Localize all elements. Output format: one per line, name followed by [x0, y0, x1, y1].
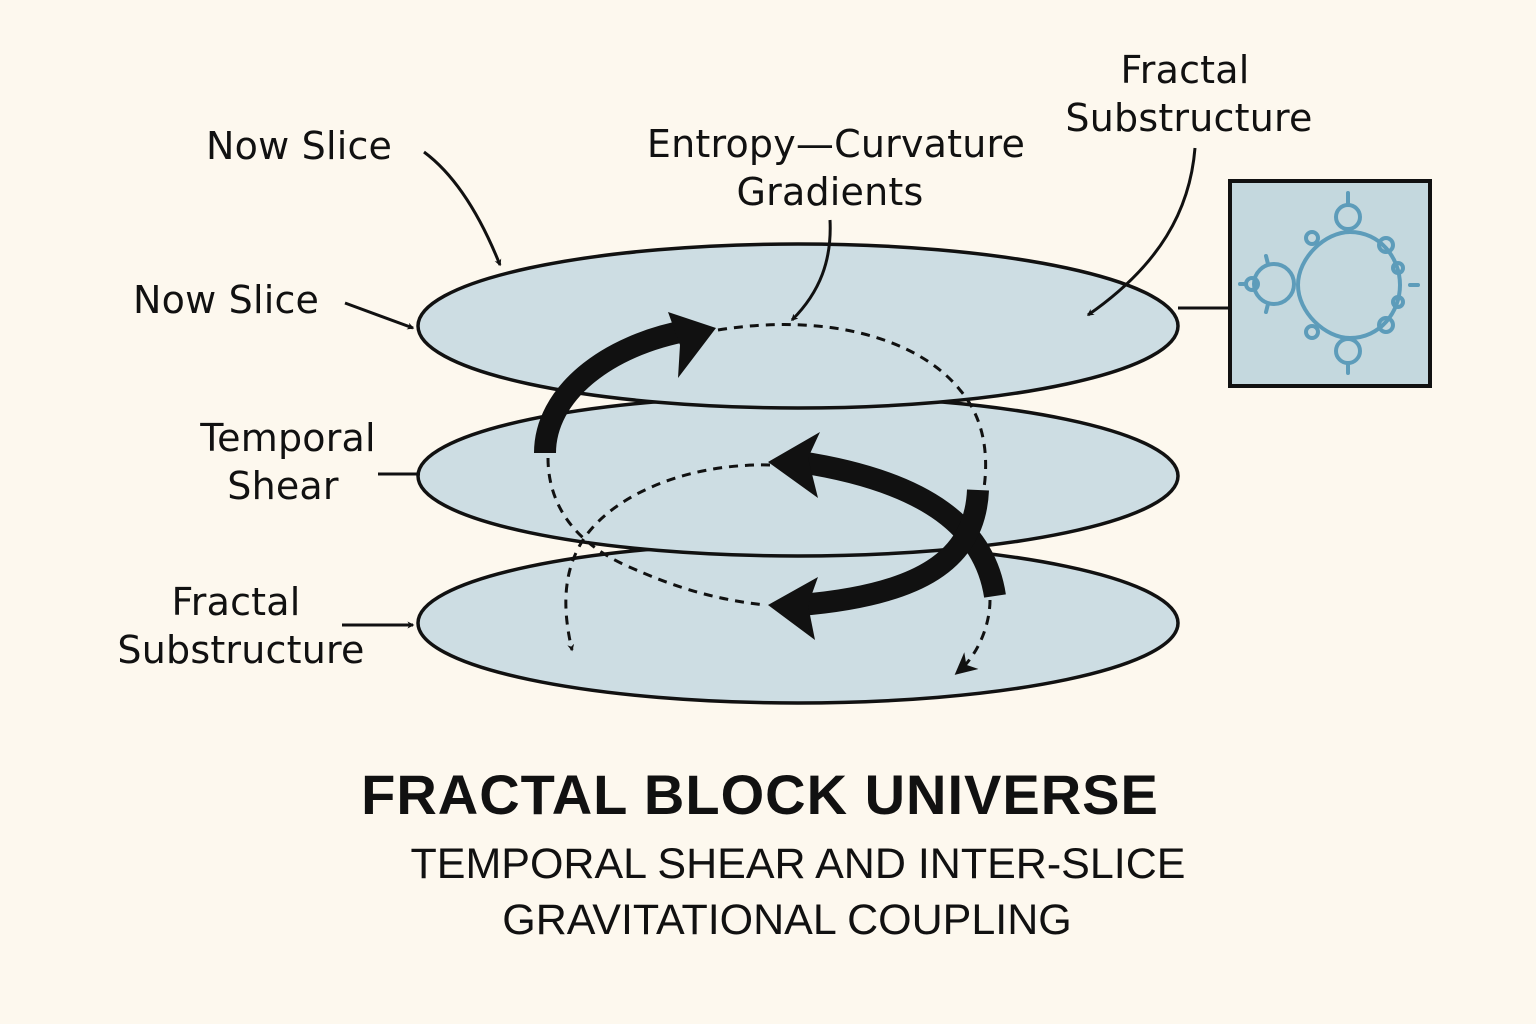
- label-temporal-shear: Temporal Shear: [188, 414, 388, 510]
- mandelbrot-icon: [1238, 191, 1420, 375]
- label-fractal-top-line-1: Fractal: [1120, 48, 1250, 92]
- label-fractal-top: Fractal Substructure: [1058, 46, 1320, 142]
- leader-now-slice-top: [423, 150, 502, 267]
- bold-arrow-lower-head: [768, 577, 818, 640]
- label-fractal-bottom-line-2: Substructure: [117, 628, 365, 672]
- label-fractal-bottom-line-1: Fractal: [171, 580, 301, 624]
- bold-arrow-lower: [799, 489, 989, 616]
- label-entropy-line-2: Gradients: [736, 170, 924, 214]
- leader-lines: [342, 147, 1230, 629]
- label-entropy-curvature: Entropy—Curvature Gradients: [636, 120, 1036, 216]
- dashed-trajectories: [546, 323, 992, 675]
- leader-entropy: [790, 219, 832, 322]
- bold-arrow-upper-head: [668, 312, 716, 378]
- fractal-inset: [1228, 179, 1432, 388]
- bold-arrow-upper: [534, 319, 692, 454]
- leader-fractal-top: [1086, 147, 1197, 317]
- subtitle-line-2: GRAVITATIONAL COUPLING: [502, 896, 1072, 944]
- bold-arrows: [534, 312, 1006, 640]
- bold-arrow-middle: [798, 451, 1006, 598]
- label-fractal-bottom: Fractal Substructure: [110, 578, 372, 674]
- diagram-subtitle: TEMPORAL SHEAR AND INTER-SLICE GRAVITATI…: [0, 836, 1536, 948]
- label-fractal-top-line-2: Substructure: [1065, 96, 1313, 140]
- label-now-slice-top: Now Slice: [206, 124, 393, 168]
- bold-arrow-middle-head: [768, 432, 820, 498]
- label-temporal-shear-line-1: Temporal: [200, 416, 376, 460]
- label-entropy-line-1: Entropy—Curvature: [646, 122, 1026, 166]
- diagram-title: FRACTAL BLOCK UNIVERSE: [361, 763, 1159, 826]
- label-now-slice-side: Now Slice: [133, 278, 320, 322]
- label-temporal-shear-line-2: Shear: [227, 464, 339, 508]
- leader-now-slice-side: [344, 301, 415, 330]
- subtitle-line-1: TEMPORAL SHEAR AND INTER-SLICE: [410, 840, 1186, 888]
